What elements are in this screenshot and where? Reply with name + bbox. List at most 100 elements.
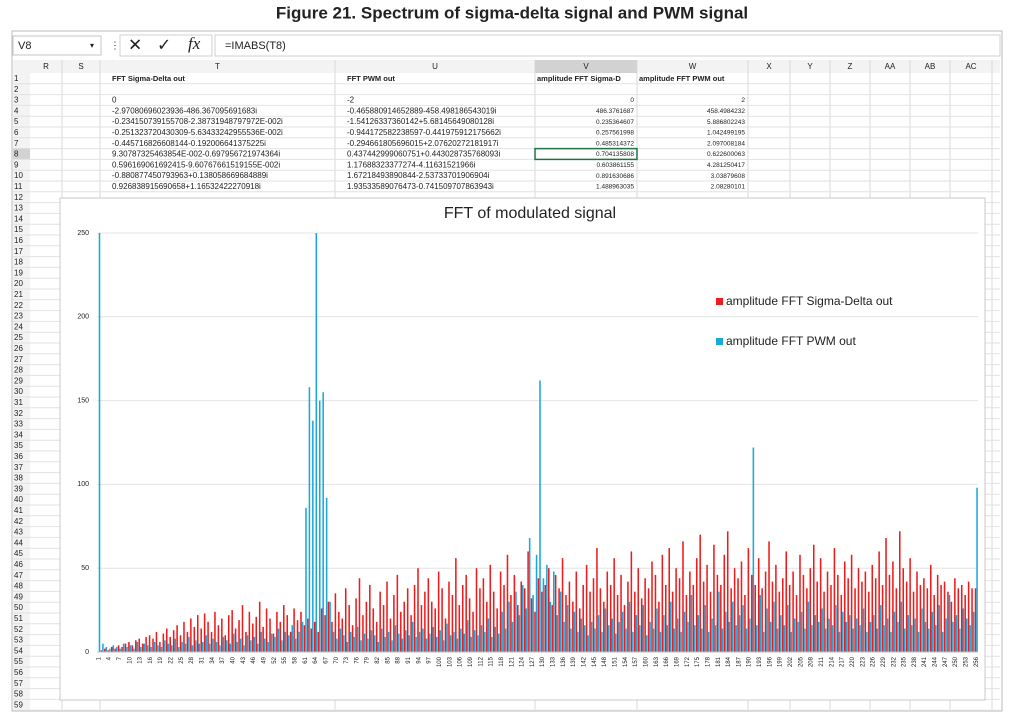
row-number: 2: [14, 85, 19, 94]
x-tick-label: 97: [427, 656, 433, 663]
bar: [117, 645, 120, 652]
bar: [415, 636, 417, 652]
bar: [145, 636, 147, 652]
bar: [878, 551, 880, 652]
row-number: 26: [14, 344, 23, 353]
x-tick-label: 154: [623, 656, 629, 667]
bar: [400, 611, 402, 652]
bar: [391, 640, 393, 652]
bar: [393, 595, 395, 652]
bar: [599, 588, 602, 652]
bar: [121, 646, 123, 652]
row-number: 36: [14, 452, 23, 461]
x-tick-label: 19: [158, 656, 164, 663]
bar: [406, 588, 409, 652]
bar: [685, 595, 688, 652]
bar: [518, 615, 521, 652]
row-number: 41: [14, 506, 23, 515]
bar: [816, 581, 818, 652]
x-tick-label: 1: [96, 656, 102, 660]
x-tick-label: 211: [819, 656, 825, 666]
cell: 3.03879608: [711, 173, 746, 180]
bar: [862, 608, 865, 652]
bar: [248, 611, 251, 652]
formula-bar[interactable]: [214, 34, 1001, 57]
bar: [408, 635, 410, 652]
x-tick-label: 235: [902, 656, 908, 667]
bar: [449, 635, 452, 652]
x-tick-label: 202: [788, 656, 794, 667]
bar: [826, 571, 829, 652]
bar: [155, 631, 158, 652]
bar: [632, 631, 634, 652]
row-number: 6: [14, 128, 19, 137]
bar: [780, 615, 782, 652]
bar: [184, 643, 187, 652]
x-tick-label: 22: [169, 656, 175, 663]
bar: [694, 625, 696, 652]
bar: [339, 628, 342, 652]
bar: [833, 548, 836, 652]
x-tick-label: 67: [323, 656, 329, 663]
bar: [351, 625, 354, 652]
bar: [577, 631, 579, 652]
x-tick-label: 73: [344, 656, 350, 663]
bar: [583, 625, 586, 652]
bar: [331, 621, 333, 652]
bar: [396, 574, 399, 652]
bar: [148, 635, 151, 652]
name-box[interactable]: [12, 35, 102, 56]
bar: [625, 628, 627, 652]
bar: [231, 610, 233, 652]
bar: [900, 601, 903, 652]
legend-label: amplitude FFT Sigma-Delta out: [726, 294, 893, 308]
bar: [138, 638, 141, 652]
bar: [824, 628, 827, 652]
x-tick-label: 193: [757, 656, 763, 667]
enter-button[interactable]: ✓: [157, 35, 171, 54]
cell: 0: [630, 97, 634, 104]
bar: [284, 631, 287, 652]
cell: 0.257561998: [596, 130, 634, 137]
bar: [613, 558, 615, 652]
bar: [513, 574, 516, 652]
cell: 0.891630686: [596, 173, 634, 180]
bar: [183, 621, 185, 652]
bar: [737, 578, 739, 652]
row-number: 55: [14, 657, 23, 666]
bar: [776, 628, 779, 652]
bar: [902, 568, 905, 652]
row-number: 14: [14, 214, 23, 223]
bar: [640, 598, 643, 652]
x-tick-label: 70: [334, 656, 340, 663]
row-number: 32: [14, 409, 23, 418]
bar: [905, 581, 908, 652]
bar: [203, 613, 206, 652]
bar: [713, 544, 715, 652]
bar: [539, 380, 541, 652]
bar: [828, 618, 830, 652]
bar: [528, 538, 531, 652]
bar: [639, 625, 641, 652]
bar: [627, 581, 629, 652]
cell: 0.704135808: [596, 151, 634, 158]
dropdown[interactable]: ▾: [90, 41, 94, 50]
bar: [320, 608, 323, 652]
insert-function[interactable]: fx: [188, 34, 201, 53]
x-tick-label: 148: [602, 656, 608, 667]
bar: [689, 571, 691, 652]
bar: [325, 497, 328, 652]
bar: [473, 630, 476, 652]
bar: [855, 618, 858, 652]
bar: [380, 628, 383, 652]
bar: [768, 541, 770, 652]
bar: [596, 548, 598, 652]
bar: [472, 611, 474, 652]
bar: [783, 625, 786, 652]
cancel-button[interactable]: ✕: [128, 35, 142, 54]
y-tick-label: 200: [77, 314, 89, 321]
bar: [537, 578, 540, 652]
bar: [923, 578, 925, 652]
bar: [236, 641, 238, 652]
x-tick-label: 40: [231, 656, 237, 663]
